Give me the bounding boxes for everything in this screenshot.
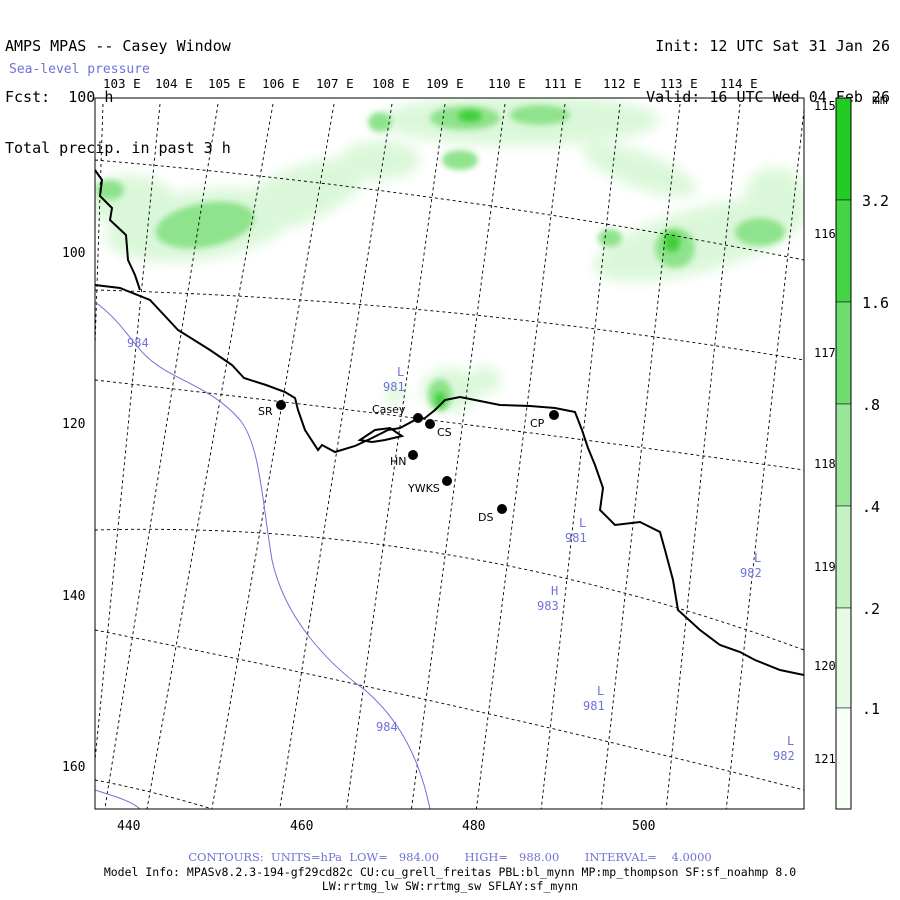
svg-text:982: 982 [740,566,762,580]
colorbar-segment [835,403,852,507]
lon-label: 112 E [603,76,641,91]
station-dot [497,504,507,514]
x-tick-label: 440 [117,819,140,834]
map-frame [94,97,805,810]
coastline [95,169,804,676]
header-right: Init: 12 UTC Sat 31 Jan 26 Valid: 16 UTC… [646,4,890,123]
contour-info: CONTOURS: UNITS=hPa LOW= 984.00 HIGH= 98… [188,850,712,864]
station-label: CS [437,426,452,439]
svg-text:L: L [754,551,761,565]
lon-label: 114 E [720,76,758,91]
svg-text:981: 981 [565,531,587,545]
station-dot [408,450,418,460]
top-lon-labels: 103 E 104 E 105 E 106 E 107 E 108 E 109 E 110 E… [103,76,758,91]
isobars [95,301,431,809]
lat-lon-grid [95,103,804,809]
colorbar-segment [835,97,852,201]
y-tick-label: 120 [62,417,85,432]
station-markers: SR Casey CS HN YWKS DS CP [258,400,559,524]
lon-label: 103 E [103,76,141,91]
station-dot [549,410,559,420]
valid-time: Valid: 16 UTC Wed 04 Feb 26 [646,88,890,106]
colorbar-label: .1 [862,700,880,718]
colorbar-label: 3.2 [862,192,889,210]
lon-label: 107 E [316,76,354,91]
colorbar-label: .8 [862,396,880,414]
station-label: SR [258,405,273,418]
station-label: Casey [372,403,406,416]
colorbar-label: .4 [862,498,880,516]
x-tick-label: 480 [462,819,485,834]
svg-text:L: L [597,684,604,698]
colorbar-segment [835,301,852,405]
svg-text:H: H [551,584,558,598]
y-axis-labels: 100 120 140 160 [62,246,85,775]
station-dot [425,419,435,429]
pressure-label: 984 [127,336,149,350]
colorbar: mm 3.2 1.6 .8 .4 .2 .1 [835,93,889,810]
lon-label: 109 E [426,76,464,91]
svg-text:981: 981 [583,699,605,713]
svg-text:L: L [579,516,586,530]
colorbar-segment [835,199,852,303]
lon-label: 105 E [208,76,246,91]
lon-label: 110 E [488,76,526,91]
model-info: Model Info: MPASv8.2.3-194-gf29cd82c CU:… [103,865,797,879]
colorbar-label: .2 [862,600,880,618]
svg-text:L: L [787,734,794,748]
station-dot [442,476,452,486]
y-tick-label: 100 [62,246,85,261]
x-axis-labels: 440 460 480 500 [117,819,655,834]
lon-label: 104 E [155,76,193,91]
station-dot [276,400,286,410]
forecast-hour: Fcst: 100 h [5,88,114,106]
x-tick-label: 500 [632,819,655,834]
init-time: Init: 12 UTC Sat 31 Jan 26 [655,37,890,55]
colorbar-unit: mm [872,93,888,108]
svg-text:L: L [397,365,404,379]
svg-text:984: 984 [127,336,149,350]
station-label: YWKS [407,482,440,495]
map-content [95,98,804,809]
colorbar-segment [835,607,852,709]
header-left: AMPS MPAS -- Casey Window Fcst: 100 h To… [5,4,231,174]
lon-label: 108 E [372,76,410,91]
svg-text:982: 982 [773,749,795,763]
y-tick-label: 140 [62,589,85,604]
y-tick-label: 160 [62,760,85,775]
overlay-title: Sea-level pressure [9,62,150,77]
colorbar-label: 1.6 [862,294,889,312]
field-title: Total precip. in past 3 h [5,139,231,157]
precip-shading [95,98,804,412]
physics-info: LW:rrtmg_lw SW:rrtmg_sw SFLAY:sf_mynn [321,879,579,893]
svg-text:981: 981 [383,380,405,394]
lon-label: 106 E [262,76,300,91]
lon-label: 113 E [660,76,698,91]
colorbar-segment [835,505,852,609]
colorbar-segment [835,707,852,810]
svg-text:984: 984 [376,720,398,734]
svg-text:983: 983 [537,599,559,613]
window-title: AMPS MPAS -- Casey Window [5,37,231,55]
station-label: CP [530,417,545,430]
station-label: HN [390,455,407,468]
station-label: DS [478,511,493,524]
station-dot [413,413,423,423]
pressure-label: 984 [376,720,398,734]
lon-label: 111 E [544,76,582,91]
x-tick-label: 460 [290,819,313,834]
